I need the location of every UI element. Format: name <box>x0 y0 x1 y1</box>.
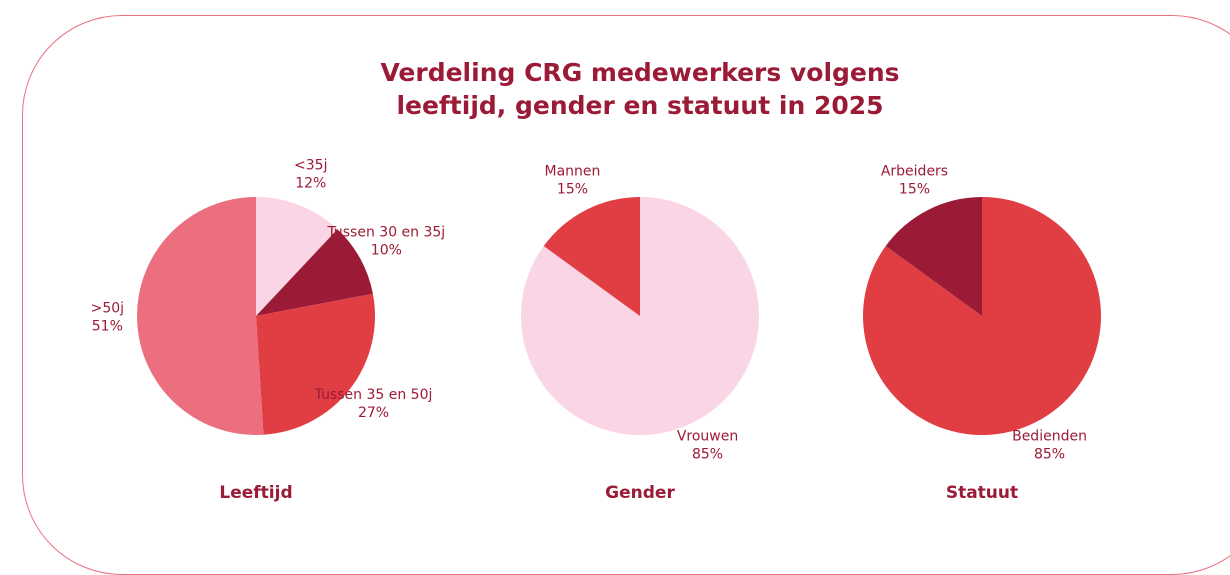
pie-slice <box>521 196 760 435</box>
value-label: 15% <box>899 181 930 197</box>
category-label: Bedienden <box>1012 429 1087 445</box>
slice-label: Arbeiders 15% <box>881 163 948 197</box>
slice-label: Tussen 30 en 35j 10% <box>326 224 445 258</box>
category-label: >50j <box>91 301 124 317</box>
category-label: Mannen <box>545 163 601 179</box>
value-label: 85% <box>1034 447 1065 463</box>
pie-slice <box>885 197 982 316</box>
pie-slice <box>543 197 640 316</box>
value-label: 85% <box>692 447 723 463</box>
value-label: 51% <box>92 319 123 335</box>
pie-slice <box>136 197 264 435</box>
value-label: 27% <box>358 405 389 421</box>
slice-label: >50j 51% <box>91 301 124 335</box>
value-label: 12% <box>295 176 326 192</box>
slice-label: <35j 12% <box>294 158 327 192</box>
value-label: 10% <box>371 242 402 258</box>
slice-label: Vrouwen 85% <box>677 429 738 463</box>
pie-title: Statuut <box>946 483 1018 503</box>
category-label: <35j <box>294 158 327 174</box>
category-label: Arbeiders <box>881 163 948 179</box>
page: Verdeling CRG medewerkers volgens leefti… <box>22 15 1230 575</box>
slice-label: Mannen 15% <box>545 163 601 197</box>
slice-label: Bedienden 85% <box>1012 429 1087 463</box>
pie-slice <box>256 293 375 435</box>
category-label: Vrouwen <box>677 429 738 445</box>
chart-title: Verdeling CRG medewerkers volgens leefti… <box>380 58 900 120</box>
category-label: Tussen 35 en 50j <box>314 387 433 403</box>
pie-slice <box>256 229 373 316</box>
value-label: 15% <box>557 181 588 197</box>
pie-title: Leeftijd <box>219 483 292 503</box>
slice-label: Tussen 35 en 50j 27% <box>314 387 433 421</box>
category-label: Tussen 30 en 35j <box>326 224 445 240</box>
pie-slice <box>256 197 338 316</box>
charts: <35j 12% Tussen 30 en 35j 10% Tussen 35 en 5… <box>91 158 1101 503</box>
pie-title: Gender <box>605 483 675 503</box>
